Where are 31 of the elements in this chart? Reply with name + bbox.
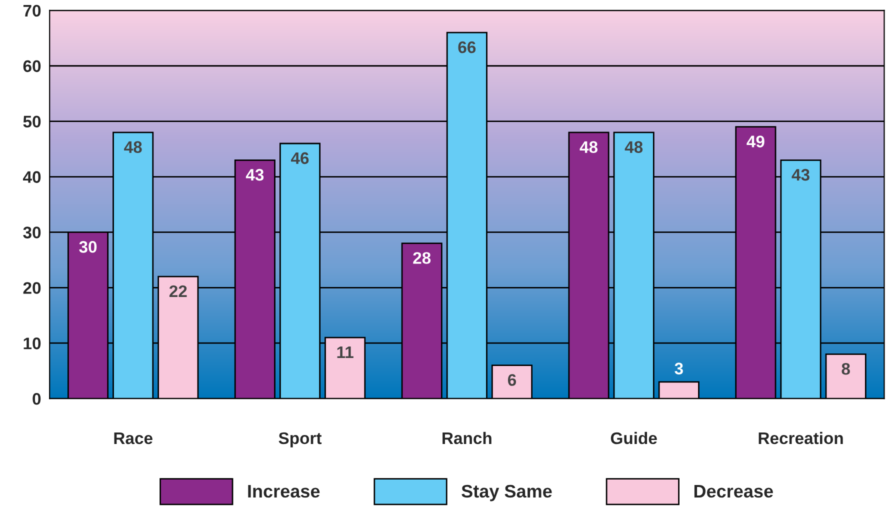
y-tick-label: 20 bbox=[23, 282, 41, 294]
y-tick-label: 40 bbox=[23, 171, 41, 183]
y-tick-label: 10 bbox=[24, 338, 41, 350]
data-label: 66 bbox=[458, 41, 476, 54]
data-label: 46 bbox=[290, 152, 309, 164]
x-tick-label: Guide bbox=[610, 432, 657, 444]
y-tick-label: 60 bbox=[23, 60, 41, 72]
data-label: 48 bbox=[624, 141, 643, 153]
x-tick-label: Sport bbox=[278, 432, 322, 448]
data-label: 48 bbox=[124, 141, 142, 153]
data-label: 49 bbox=[746, 136, 764, 148]
legend-label: Increase bbox=[248, 485, 320, 498]
data-label: 28 bbox=[413, 252, 431, 264]
x-tick-label: Race bbox=[114, 432, 152, 444]
x-tick-label: Recreation bbox=[758, 432, 843, 444]
data-label: 43 bbox=[792, 168, 810, 181]
data-label: 22 bbox=[169, 285, 187, 297]
y-tick-label: 30 bbox=[23, 226, 41, 238]
y-tick-label: 50 bbox=[23, 116, 41, 128]
data-label: 30 bbox=[79, 240, 97, 253]
legend-label: Decrease bbox=[694, 485, 773, 498]
data-label: 6 bbox=[508, 374, 516, 386]
y-tick-label: 70 bbox=[23, 4, 41, 17]
y-tick-label: 0 bbox=[32, 392, 41, 405]
data-label: 43 bbox=[246, 168, 264, 181]
data-label: 3 bbox=[674, 362, 683, 374]
data-label: 11 bbox=[337, 346, 354, 358]
data-label: 8 bbox=[842, 362, 850, 375]
legend-label: Stay Same bbox=[462, 484, 552, 502]
data-label: 48 bbox=[580, 141, 598, 153]
x-tick-label: Ranch bbox=[442, 432, 492, 444]
